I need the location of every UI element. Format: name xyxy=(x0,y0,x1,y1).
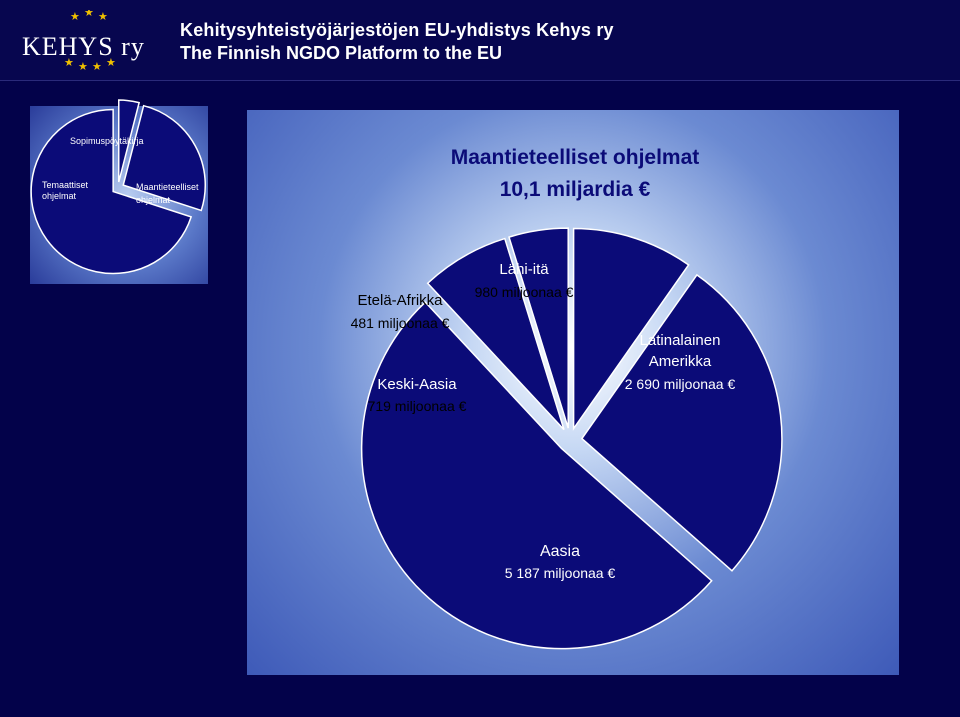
svg-text:★: ★ xyxy=(78,60,88,72)
slice-aasia xyxy=(360,301,713,650)
header-title-en: The Finnish NGDO Platform to the EU xyxy=(180,43,503,63)
label-latam-name-1: Latinalainen xyxy=(640,332,721,349)
svg-text:★: ★ xyxy=(84,10,94,19)
overview-label-sopimus: Sopimuspöytäkirja xyxy=(70,136,144,146)
svg-text:★: ★ xyxy=(64,56,74,69)
chart-title: Maantieteelliset ohjelmat xyxy=(451,146,700,169)
label-latam-value: 2 690 miljoonaa € xyxy=(625,376,736,392)
slice-keski-aasia xyxy=(426,237,565,431)
label-keski-aasia-value: 719 miljoonaa € xyxy=(368,398,467,414)
svg-text:★: ★ xyxy=(106,56,116,69)
chart-subtitle: 10,1 miljardia € xyxy=(500,178,651,201)
slice-lahi-ita xyxy=(572,227,690,431)
label-latam-name-2: Amerikka xyxy=(649,353,712,370)
logo-text: KEHYS ry xyxy=(22,32,145,61)
kehys-logo: ★ ★ ★ ★ ★ ★ ★ KEHYS ry xyxy=(22,10,162,72)
svg-text:★: ★ xyxy=(70,10,80,23)
eu-stars-icon: ★ ★ ★ ★ ★ ★ ★ xyxy=(64,10,116,72)
overview-label-temaattiset-1: Temaattiset xyxy=(42,180,89,190)
label-lahi-ita-value: 980 miljoonaa € xyxy=(475,284,574,300)
svg-text:★: ★ xyxy=(98,10,108,23)
overview-label-maant-1: Maantieteelliset xyxy=(136,182,199,192)
slice-sopimuspoytakirja xyxy=(118,99,141,183)
label-aasia-name: Aasia xyxy=(540,543,580,560)
label-keski-aasia-name: Keski-Aasia xyxy=(377,376,457,393)
svg-text:★: ★ xyxy=(92,60,102,72)
label-etela-afrikka-name: Etelä-Afrikka xyxy=(357,292,443,309)
label-aasia-value: 5 187 miljoonaa € xyxy=(505,565,616,581)
slice-etela-afrikka xyxy=(508,227,569,429)
label-etela-afrikka-value: 481 miljoonaa € xyxy=(351,315,450,331)
overview-pie-chart xyxy=(30,99,206,275)
geographic-pie-chart xyxy=(360,227,783,650)
header-banner: ★ ★ ★ ★ ★ ★ ★ KEHYS ry Kehitysyhteistyöjärje… xyxy=(0,0,960,81)
header-title-fi: Kehitysyhteistyöjärjestöjen EU-yhdistys … xyxy=(180,20,614,40)
slice-temaattiset xyxy=(122,104,206,212)
slice-maantieteelliset xyxy=(30,108,193,275)
overview-label-maant-2: ohjelmat xyxy=(136,195,171,205)
overview-label-temaattiset-2: ohjelmat xyxy=(42,191,77,201)
slice-latinalainen-amerikka xyxy=(580,273,783,572)
label-lahi-ita-name: Lähi-itä xyxy=(499,261,549,278)
